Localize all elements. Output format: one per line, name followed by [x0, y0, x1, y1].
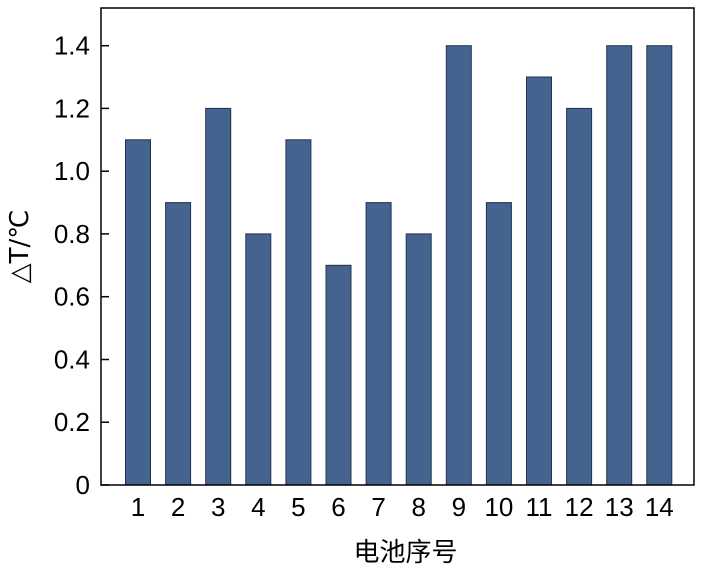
y-tick-label-6: 1.2	[54, 93, 90, 123]
bar-1	[125, 139, 151, 486]
x-tick-label-7: 7	[371, 492, 385, 522]
bar-7	[365, 202, 392, 486]
y-tick-label-7: 1.4	[54, 31, 90, 61]
y-tick-label-2: 0.4	[54, 345, 90, 375]
bar-9	[445, 45, 472, 486]
x-tick-label-6: 6	[331, 492, 345, 522]
x-tick-label-14: 14	[645, 492, 674, 522]
x-tick-label-9: 9	[452, 492, 466, 522]
bar-10	[485, 202, 512, 486]
x-tick-label-3: 3	[211, 492, 225, 522]
x-tick-label-2: 2	[171, 492, 185, 522]
bar-8	[405, 233, 432, 486]
plot-frame	[100, 7, 695, 486]
bar-13	[606, 45, 633, 486]
x-axis-ticks: 1 2 3 4 5 6 7 8 9 10 11 12 13 14	[131, 492, 674, 522]
bar-12	[566, 107, 593, 486]
x-tick-label-11: 11	[526, 492, 553, 522]
y-axis-label: △T/℃	[5, 210, 35, 284]
y-axis-ticks: 0 0.2 0.4 0.6 0.8 1.0 1.2 1.4	[54, 31, 109, 500]
x-tick-label-10: 10	[484, 492, 513, 522]
bar-4	[245, 233, 272, 486]
bar-11	[526, 76, 552, 486]
y-tick-label-4: 0.8	[54, 219, 90, 249]
x-tick-label-12: 12	[565, 492, 594, 522]
x-tick-label-4: 4	[251, 492, 265, 522]
x-tick-label-5: 5	[291, 492, 305, 522]
bar-6	[325, 264, 352, 486]
y-tick-label-5: 1.0	[54, 156, 90, 186]
x-tick-label-13: 13	[605, 492, 634, 522]
bars-group	[125, 45, 673, 486]
bar-3	[205, 107, 232, 486]
bar-2	[165, 202, 192, 486]
x-axis-label: 电池序号	[353, 538, 457, 568]
x-tick-label-1: 1	[131, 492, 145, 522]
y-tick-label-0: 0	[76, 470, 90, 500]
bar-14	[646, 45, 673, 486]
y-tick-label-1: 0.2	[54, 407, 90, 437]
y-tick-label-3: 0.6	[54, 282, 90, 312]
x-tick-label-8: 8	[411, 492, 425, 522]
bar-5	[285, 139, 312, 486]
